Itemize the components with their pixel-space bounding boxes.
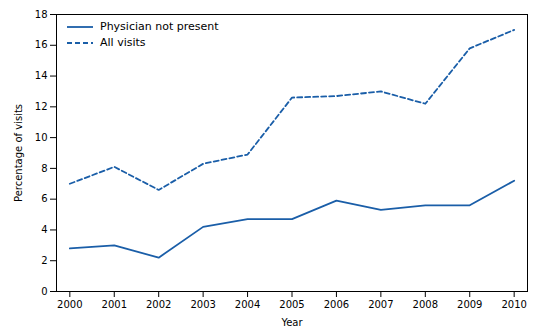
svg-text:2: 2 — [41, 255, 47, 266]
svg-text:Year: Year — [280, 317, 303, 328]
svg-text:10: 10 — [35, 132, 48, 143]
svg-text:2009: 2009 — [457, 299, 482, 310]
html-text:Physician not present: Physician not present — [100, 20, 219, 33]
svg-text:16: 16 — [35, 39, 48, 50]
svg-text:2002: 2002 — [146, 299, 171, 310]
svg-text:2010: 2010 — [501, 299, 526, 310]
svg-text:4: 4 — [41, 224, 47, 235]
svg-text:2008: 2008 — [413, 299, 438, 310]
svg-text:2000: 2000 — [57, 299, 82, 310]
svg-text:2004: 2004 — [235, 299, 260, 310]
svg-text:2007: 2007 — [368, 299, 393, 310]
svg-text:2006: 2006 — [324, 299, 349, 310]
svg-text:6: 6 — [41, 193, 47, 204]
svg-text:0: 0 — [41, 286, 47, 297]
svg-text:2005: 2005 — [279, 299, 304, 310]
svg-text:14: 14 — [35, 70, 48, 81]
svg-text:12: 12 — [35, 101, 48, 112]
svg-text:Percentage of visits: Percentage of visits — [13, 104, 24, 202]
svg-text:18: 18 — [35, 9, 48, 20]
html-text:All visits: All visits — [100, 36, 146, 49]
svg-text:2003: 2003 — [190, 299, 215, 310]
svg-text:2001: 2001 — [102, 299, 127, 310]
svg-text:8: 8 — [41, 163, 47, 174]
